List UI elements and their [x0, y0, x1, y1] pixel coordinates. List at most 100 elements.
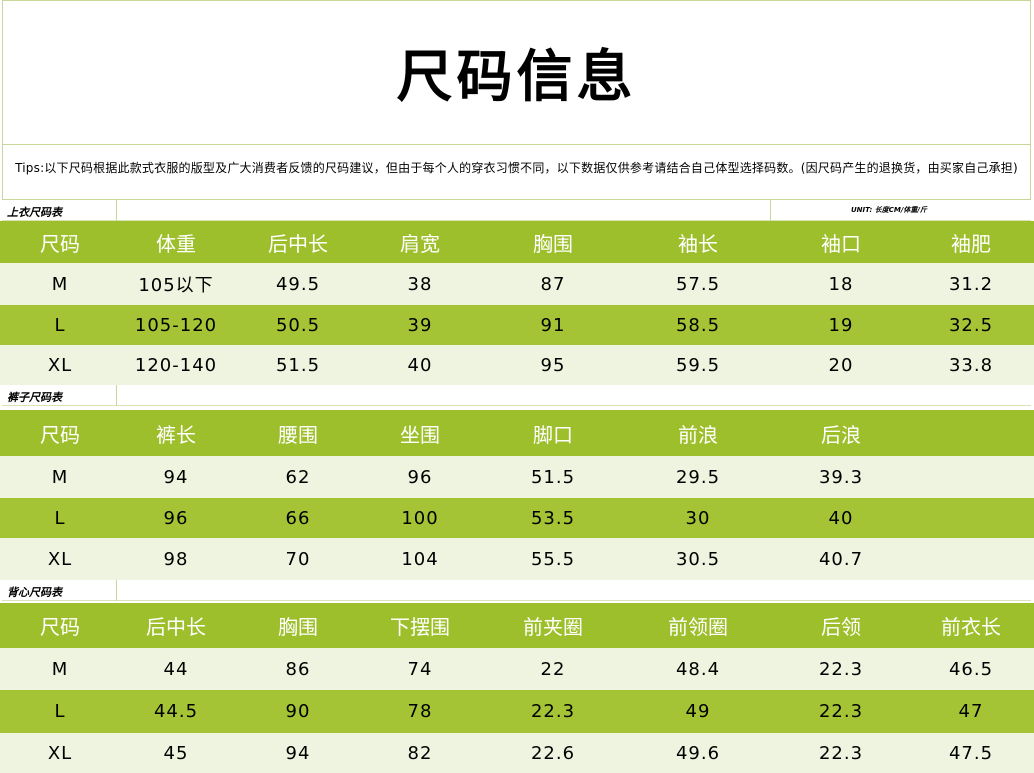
- table-cell: 87: [540, 273, 566, 295]
- table-cell: [911, 456, 1031, 498]
- header-cell: 后浪: [821, 422, 861, 447]
- table-cell: 29.5: [675, 466, 721, 488]
- table-cell: 22.3: [818, 742, 864, 764]
- header-cell: 后中长: [268, 231, 328, 256]
- header-cell: 前浪: [678, 422, 718, 447]
- table-cell: 94: [163, 466, 189, 488]
- table-cell: 53.5: [530, 507, 576, 529]
- table-cell: 105以下: [138, 275, 214, 296]
- table-cell: 38: [407, 273, 433, 295]
- table-cell: 31.2: [948, 273, 994, 295]
- table-cell: 96: [407, 466, 433, 488]
- table-cell: L: [54, 507, 66, 529]
- page-title: 尺码信息: [396, 45, 637, 110]
- table-row: XL 120-140 51.5 40 95 59.5 20 33.8: [0, 345, 1034, 385]
- table-row: L 105-120 50.5 39 91 58.5 19 32.5: [0, 305, 1034, 345]
- table-label-row: 背心尺码表: [2, 580, 1031, 601]
- table-cell: 48.4: [675, 658, 721, 680]
- table-cell: 22: [540, 658, 566, 680]
- header-cell: 胸围: [533, 231, 573, 256]
- header-cell: 肩宽: [400, 231, 440, 256]
- table-cell: 32.5: [948, 314, 994, 336]
- table-cell: 59.5: [675, 354, 721, 376]
- tips-text: Tips:以下尺码根据此款式衣服的版型及广大消费者反馈的尺码建议，但由于每个人的…: [2, 145, 1031, 200]
- table-cell: 47.5: [948, 742, 994, 764]
- header-cell: 尺码: [40, 231, 80, 256]
- label-divider: [116, 385, 117, 406]
- table-cell: [911, 538, 1031, 580]
- table-label: 裤子尺码表: [7, 391, 62, 404]
- table-header-row: 尺码 后中长 胸围 下摆围 前夹圈 前领圈 后领 前衣长: [0, 603, 1034, 648]
- table-label-row: 裤子尺码表: [2, 385, 1031, 406]
- table-label-row: 上衣尺码表 UNIT: 长度CM/体重/斤: [2, 200, 1031, 221]
- header-cell: 袖肥: [951, 231, 991, 256]
- table-row: M 44 86 74 22 48.4 22.3 46.5: [0, 648, 1034, 690]
- table-row: XL 45 94 82 22.6 49.6 22.3 47.5: [0, 733, 1034, 773]
- table-cell: 104: [401, 548, 439, 570]
- table-cell: 51.5: [275, 354, 321, 376]
- table-cell: XL: [47, 548, 73, 570]
- table-cell: 98: [163, 548, 189, 570]
- label-divider: [116, 200, 117, 221]
- header-cell: 下摆围: [390, 615, 450, 639]
- table-cell: 57.5: [675, 273, 721, 295]
- header-cell: 胸围: [278, 615, 318, 639]
- table-cell: 91: [540, 314, 566, 336]
- header-cell: 坐围: [400, 422, 440, 447]
- table-cell: 44.5: [153, 701, 199, 722]
- table-cell: M: [51, 658, 69, 680]
- table-cell: 40: [828, 507, 854, 529]
- header-cell: 尺码: [40, 615, 80, 639]
- table-cell: 22.3: [818, 701, 864, 722]
- header-cell: 前衣长: [941, 615, 1001, 639]
- table-cell: L: [54, 314, 66, 336]
- table-cell: 58.5: [675, 314, 721, 336]
- table-cell: 22.6: [530, 742, 576, 764]
- table-cell: 105-120: [134, 314, 218, 336]
- header-cell: 腰围: [278, 422, 318, 447]
- table-cell: 19: [828, 314, 854, 336]
- table-cell: 78: [407, 701, 433, 722]
- table-cell: [911, 498, 1031, 538]
- table-cell: 50.5: [275, 314, 321, 336]
- table-cell: 62: [285, 466, 311, 488]
- header-cell: 脚口: [533, 422, 573, 447]
- label-divider: [116, 580, 117, 601]
- table-cell: 86: [285, 658, 311, 680]
- header-cell: 后领: [821, 615, 861, 639]
- table-cell: 18: [828, 273, 854, 295]
- table-cell: 55.5: [530, 548, 576, 570]
- table-cell: 70: [285, 548, 311, 570]
- table-cell: 90: [285, 701, 311, 722]
- table-cell: 74: [407, 658, 433, 680]
- table-cell: 30: [685, 507, 711, 529]
- table-row: M 94 62 96 51.5 29.5 39.3: [0, 456, 1034, 498]
- header-cell: 袖口: [821, 231, 861, 256]
- table-cell: 22.3: [818, 658, 864, 680]
- header-cell: 体重: [156, 231, 196, 256]
- table-cell: 40: [407, 354, 433, 376]
- table-row: M 105以下 49.5 38 87 57.5 18 31.2: [0, 263, 1034, 305]
- table-cell: 20: [828, 354, 854, 376]
- table-row: L 44.5 90 78 22.3 49 22.3 47: [0, 690, 1034, 733]
- table-header-row: 尺码 体重 后中长 肩宽 胸围 袖长 袖口 袖肥: [0, 221, 1034, 263]
- table-cell: 39: [407, 314, 433, 336]
- table-cell: 30.5: [675, 548, 721, 570]
- header-cell: 后中长: [146, 615, 206, 639]
- table-cell: 94: [285, 742, 311, 764]
- table-cell: M: [51, 273, 69, 295]
- header-cell: [911, 410, 1031, 456]
- table-cell: 22.3: [530, 701, 576, 722]
- table-cell: XL: [47, 742, 73, 764]
- header-cell: 裤长: [156, 422, 196, 447]
- header-cell: 前夹圈: [523, 615, 583, 639]
- title-box: 尺码信息: [2, 0, 1031, 145]
- table-cell: 40.7: [818, 548, 864, 570]
- table-header-row: 尺码 裤长 腰围 坐围 脚口 前浪 后浪: [0, 410, 1034, 456]
- table-cell: 39.3: [818, 466, 864, 488]
- table-row: L 96 66 100 53.5 30 40: [0, 498, 1034, 538]
- table-cell: 95: [540, 354, 566, 376]
- table-cell: 49.6: [675, 742, 721, 764]
- header-cell: 袖长: [678, 231, 718, 256]
